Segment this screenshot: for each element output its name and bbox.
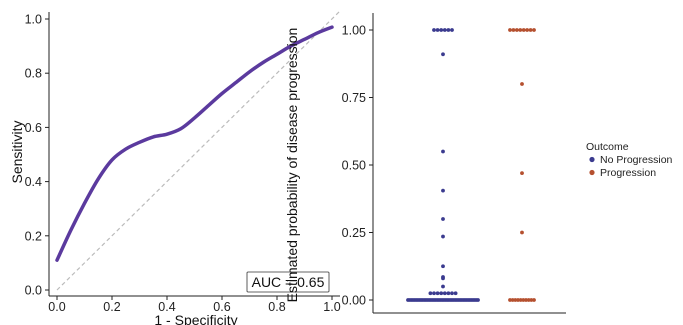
dot-point-no-progression: [442, 28, 447, 32]
dot-point-progression: [524, 298, 528, 302]
roc-x-tick-label: 0.8: [268, 300, 285, 314]
dot-point-progression: [508, 28, 512, 32]
dot-point-progression: [513, 298, 518, 302]
dot-y-tick-label: 0.25: [342, 226, 366, 240]
roc-y-tick-label: 0.0: [25, 284, 42, 298]
dot-point-no-progression: [428, 291, 433, 296]
roc-x-tick-label: 0.0: [48, 300, 65, 314]
dot-y-tick-label: 1.00: [342, 24, 366, 38]
dot-point-progression: [532, 28, 536, 32]
legend-entry: No Progression: [600, 154, 673, 166]
dot-point-no-progression: [441, 264, 445, 269]
roc-x-axis-label: 1 - Specificity: [154, 312, 237, 325]
dot-point-progression: [525, 28, 530, 32]
legend-marker: [589, 169, 595, 176]
dot-point-no-progression: [441, 284, 445, 289]
roc-y-tick-label: 0.4: [25, 175, 42, 189]
roc-curve: [55, 25, 334, 262]
legend-title: Outcome: [586, 141, 629, 153]
dot-point-progression: [526, 298, 531, 302]
dot-y-axis-label: Estimated probability of disease progres…: [284, 28, 300, 303]
dot-point-progression: [514, 28, 519, 32]
dot-point-progression: [508, 298, 512, 302]
roc-chart: 0.0 0.2 0.4 0.6 0.8 1.0 0.0 0.2 0.4 0.6 0.8 1.0 1 - …: [9, 10, 341, 325]
dot-point-no-progression: [446, 28, 451, 32]
dot-point-progression: [518, 298, 523, 302]
dot-y-tick-label: 0.00: [342, 294, 366, 308]
legend-entry: Progression: [600, 167, 656, 179]
dot-point-no-progression: [432, 28, 436, 32]
dot-point-no-progression: [441, 234, 445, 239]
roc-y-tick-label: 0.6: [25, 121, 42, 135]
dot-point-progression: [511, 28, 516, 32]
dot-point-no-progression: [441, 217, 445, 221]
roc-x-tick-label: 0.4: [158, 300, 175, 314]
roc-y-axis-label: Sensitivity: [9, 120, 25, 183]
roc-y-tick-label: 0.8: [25, 67, 42, 81]
dot-point-no-progression: [453, 291, 458, 296]
probability-dot-chart: 0.00 0.25 0.50 0.75 1.00 Estimated probabilit…: [284, 13, 566, 314]
roc-x-tick-label: 1.0: [323, 300, 340, 314]
roc-y-tick-label: 1.0: [25, 13, 42, 27]
dot-point-no-progression: [439, 28, 444, 32]
dot-point-progression: [510, 298, 515, 302]
dot-point-progression: [529, 298, 534, 302]
dot-point-progression: [520, 171, 524, 176]
dot-point-progression: [521, 28, 526, 32]
dot-point-progression: [520, 230, 524, 235]
dot-point-no-progression: [439, 291, 444, 296]
dot-point-no-progression: [476, 298, 480, 302]
dot-point-no-progression: [432, 291, 436, 296]
dot-y-tick-label: 0.75: [342, 91, 366, 105]
roc-reference-line: [56, 10, 341, 291]
auc-label: AUC = 0.65: [252, 274, 325, 290]
legend-marker: [589, 156, 595, 163]
dot-point-progression: [518, 28, 523, 32]
dot-point-no-progression: [435, 28, 440, 32]
dot-point-no-progression: [441, 188, 445, 193]
roc-x-tick-label: 0.6: [213, 300, 230, 314]
auc-box: [246, 271, 330, 293]
dot-point-no-progression: [442, 291, 447, 296]
dot-point-progression: [528, 28, 533, 32]
dot-point-no-progression: [450, 28, 454, 32]
dot-y-tick-label: 0.50: [342, 159, 366, 173]
dot-point-no-progression: [441, 276, 445, 281]
roc-x-tick-label: 0.2: [103, 300, 120, 314]
dot-point-no-progression: [441, 52, 445, 57]
dot-point-progression: [516, 298, 520, 302]
dot-point-progression: [521, 298, 526, 302]
dot-point-no-progression: [441, 149, 445, 154]
dot-point-progression: [520, 82, 524, 86]
dot-point-progression: [532, 298, 536, 302]
dot-point-no-progression: [435, 291, 440, 296]
dot-point-no-progression: [450, 291, 454, 296]
roc-y-tick-label: 0.2: [25, 229, 42, 243]
dot-point-no-progression: [446, 291, 451, 296]
